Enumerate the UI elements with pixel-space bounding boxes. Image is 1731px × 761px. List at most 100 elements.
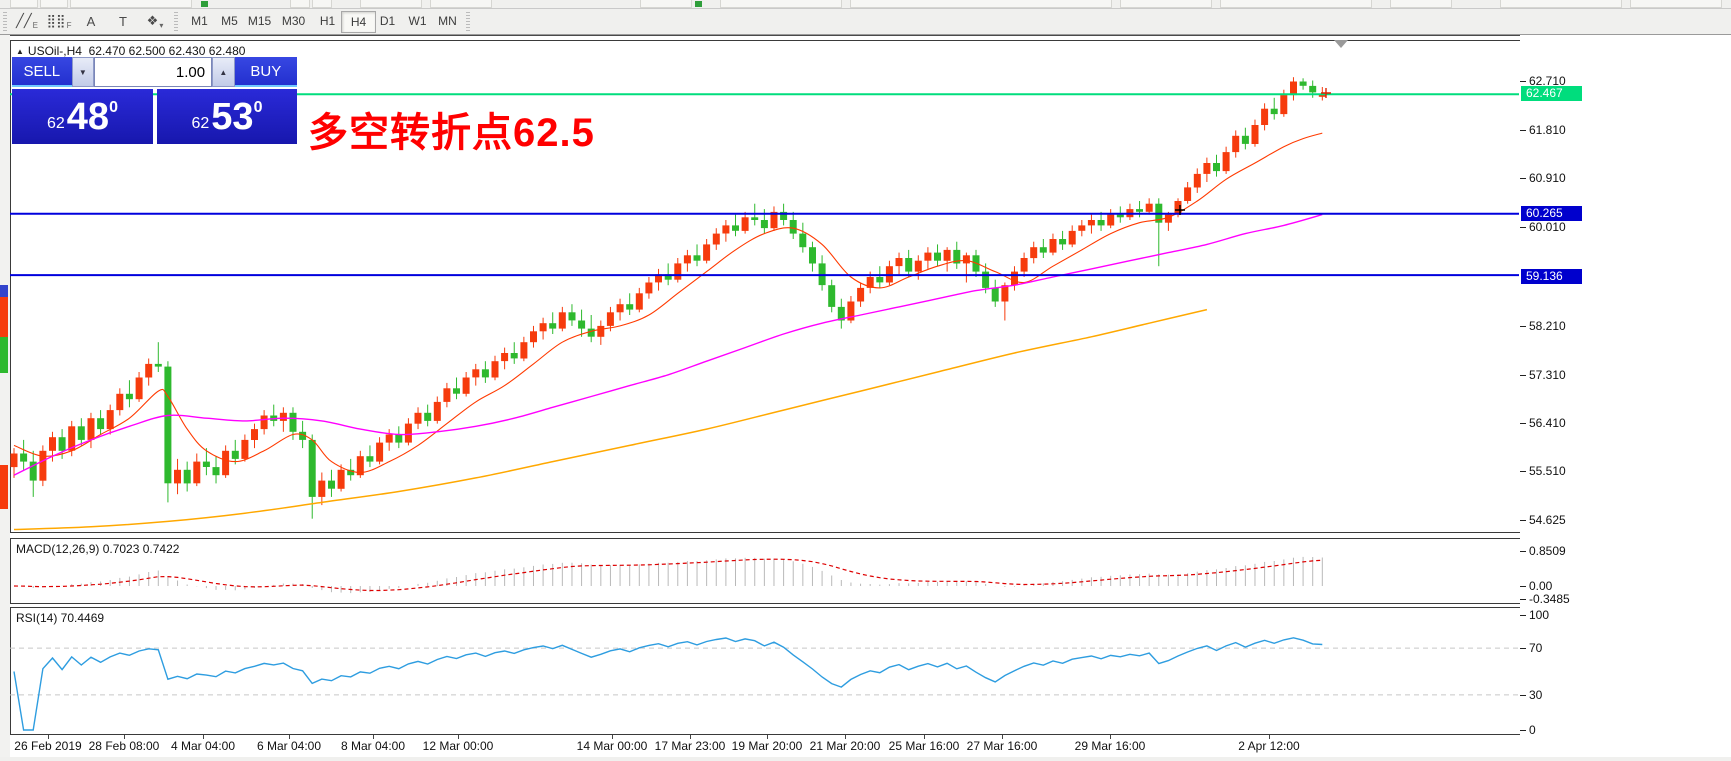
rsi-label: RSI(14) 70.4469 [16,611,105,625]
timeframe-button-mn[interactable]: MN [438,14,457,28]
volume-decrease-button[interactable]: ▼ [71,57,95,87]
background-button-sliver [430,0,492,8]
background-button-sliver [290,0,310,8]
text-label-tool-icon[interactable]: T [119,13,127,29]
candlestick-chart-canvas[interactable] [10,40,1520,533]
chart-symbol-timeframe: USOil-,H4 [27,44,82,58]
time-axis-label: 17 Mar 23:00 [654,739,726,753]
buy-price-prefix: 62 [191,114,210,132]
background-button-sliver [70,0,192,8]
background-button-sliver [720,0,842,8]
cross-marker [1321,88,1331,98]
sell-price-tile[interactable]: 62 48 0 [12,89,153,144]
time-axis-tick [124,735,125,739]
buy-price-main: 53 [211,95,254,138]
price-axis-label: 60.910 [1529,171,1566,185]
price-axis-tick [1520,326,1526,327]
price-axis-label: 61.810 [1529,123,1566,137]
chart-text-annotation[interactable]: 多空转折点62.5 [308,111,595,155]
time-axis-tick [1002,735,1003,739]
background-window-sliver [0,285,8,297]
one-click-trading-panel: SELL ▼ ▲ BUY 62 48 0 62 53 0 [12,57,297,144]
arrows-tool-icon[interactable]: ❖ ▾ [146,13,164,30]
price-axis-tick [1520,81,1526,82]
time-axis-tick [458,735,459,739]
price-line-badge: 60.265 [1521,206,1582,221]
window-bottom-strip [0,757,1731,761]
background-button-sliver [10,0,38,8]
price-axis[interactable]: 62.710 61.810 60.910 60.010 58.210 57.310 56.4… [1520,35,1731,737]
timeframe-button-m30[interactable]: M30 [281,14,306,28]
time-axis-label: 4 Mar 04:00 [170,739,236,753]
macd-indicator-canvas[interactable] [10,538,1520,604]
cross-marker [1175,205,1185,215]
chart-title: ▲ USOil-,H4 62.470 62.500 62.430 62.480 [16,44,245,58]
trade-panel-top-row: SELL ▼ ▲ BUY [12,57,297,87]
rsi-axis-label: 100 [1529,608,1550,622]
background-button-sliver [850,0,1112,8]
background-window-sliver [0,465,8,509]
price-line-badge: 62.467 [1521,86,1582,101]
background-button-sliver [1630,0,1722,8]
sell-price-pips: 0 [109,98,118,116]
time-axis-label: 8 Mar 04:00 [340,739,406,753]
price-axis-label: 60.010 [1529,220,1566,234]
ma-slow-line [13,308,1208,531]
time-axis-tick [924,735,925,739]
time-axis-label: 6 Mar 04:00 [256,739,322,753]
price-axis-label: 54.625 [1529,513,1566,527]
time-axis-label: 27 Mar 16:00 [966,739,1038,753]
window-left-margin [0,35,10,761]
macd-signal-line [13,558,1323,592]
price-axis-tick [1520,178,1526,179]
ma-mid-line [13,213,1323,476]
time-axis[interactable]: 26 Feb 2019 28 Feb 08:00 4 Mar 04:00 6 Mar … [10,735,1520,757]
rsi-line [13,637,1323,731]
main-toolbar: ╱╱ E ⣿⣿ F A T ❖ ▾ M1 M5 M15 M30 H1 H4 D1 W1 MN [0,9,1731,35]
sell-button[interactable]: SELL [12,57,72,87]
timeframe-button-m15[interactable]: M15 [247,14,272,28]
macd-axis-label: 0.00 [1529,579,1553,593]
macd-axis-label: -0.3485 [1529,592,1570,606]
time-axis-label: 28 Feb 08:00 [88,739,160,753]
time-axis-tick [289,735,290,739]
time-axis-tick [690,735,691,739]
timeframe-button-h1[interactable]: H1 [319,14,336,28]
background-button-sliver [1390,0,1452,8]
time-axis-label: 19 Mar 20:00 [731,739,803,753]
buy-price-pips: 0 [253,98,263,116]
toolbar-gripper[interactable] [174,12,178,31]
toolbar-gripper[interactable] [3,12,7,31]
buy-button[interactable]: BUY [234,57,297,87]
background-toolbar-strip [0,0,1731,9]
volume-input[interactable] [94,57,213,87]
macd-axis-label: 0.8509 [1529,544,1566,558]
price-axis-tick [1520,227,1526,228]
timeframe-button-h4[interactable]: H4 [341,11,376,33]
macd-label: MACD(12,26,9) 0.7023 0.7422 [16,542,180,556]
volume-increase-button[interactable]: ▲ [212,57,235,87]
timeframe-button-m1[interactable]: M1 [191,14,208,28]
toolbar-gripper[interactable] [466,12,470,31]
price-axis-label: 62.710 [1529,74,1566,88]
rsi-axis-label: 30 [1529,688,1543,702]
trendline-tool-icon[interactable]: ╱╱ E [16,13,38,30]
fibonacci-tool-icon[interactable]: ⣿⣿ F [46,13,72,30]
time-axis-tick [373,735,374,739]
time-axis-label: 29 Mar 16:00 [1074,739,1146,753]
timeframe-button-m5[interactable]: M5 [221,14,238,28]
price-axis-label: 57.310 [1529,368,1566,382]
time-axis-label: 21 Mar 20:00 [809,739,881,753]
buy-price-tile[interactable]: 62 53 0 [157,89,297,144]
text-tool-icon[interactable]: A [86,13,96,29]
rsi-indicator-canvas[interactable] [10,607,1520,735]
rsi-panel[interactable] [10,607,1521,735]
collapse-icon[interactable]: ▲ [16,47,24,56]
macd-axis-tick [1520,551,1526,552]
timeframe-button-d1[interactable]: D1 [379,14,396,28]
background-button-sliver [1120,0,1212,8]
price-axis-label: 58.210 [1529,319,1566,333]
timeframe-button-w1[interactable]: W1 [408,14,427,28]
background-icon-sliver [201,1,208,7]
